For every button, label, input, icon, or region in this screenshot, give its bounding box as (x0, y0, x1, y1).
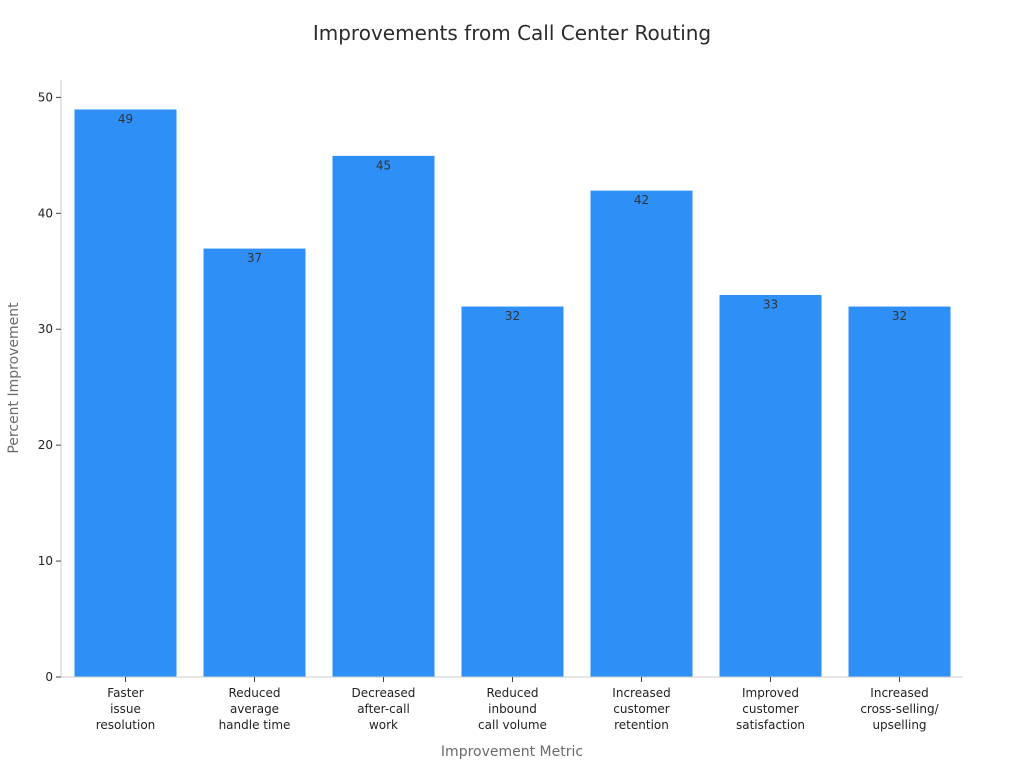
x-tick-label-line: Reduced (486, 686, 538, 700)
x-tick-label-line: after-call (357, 702, 410, 716)
x-tick-label: Decreased after-call work (352, 686, 416, 732)
data-label: 32 (892, 309, 907, 323)
data-label: 32 (505, 309, 520, 323)
x-axis-label: Improvement Metric (441, 744, 583, 760)
x-tick-label-line: issue (110, 702, 141, 716)
y-ticks-group: 0 10 20 30 40 50 (38, 90, 61, 684)
bar (589, 189, 694, 678)
y-tick-label: 20 (38, 438, 53, 452)
chart-title: Improvements from Call Center Routing (313, 21, 711, 45)
data-label: 42 (634, 193, 649, 207)
data-label: 33 (763, 297, 778, 311)
bar (460, 305, 565, 678)
x-tick-label-line: average (230, 702, 279, 716)
x-tick-label-line: resolution (96, 718, 156, 732)
bar (331, 154, 436, 678)
y-tick-label: 10 (38, 554, 53, 568)
x-tick-label: Improved customer satisfaction (736, 686, 805, 732)
x-tick-label-line: Improved (742, 686, 799, 700)
bar (73, 108, 178, 678)
x-tick-label: Increased customer retention (612, 686, 670, 732)
bar (718, 293, 823, 678)
x-tick-label-line: customer (613, 702, 670, 716)
x-tick-label: Reduced inbound call volume (478, 686, 547, 732)
y-tick-label: 50 (38, 90, 53, 104)
x-tick-label-line: work (369, 718, 398, 732)
data-labels-group: 49 37 45 32 42 33 32 (118, 112, 907, 323)
x-tick-label-line: Faster (107, 686, 143, 700)
x-tick-label-line: inbound (488, 702, 537, 716)
x-tick-label-line: upselling (872, 718, 926, 732)
x-tick-label: Increased cross-selling/upselling (860, 686, 939, 732)
y-tick-label: 0 (45, 670, 53, 684)
x-tick-label-line: handle time (219, 718, 291, 732)
x-tick-label-line: satisfaction (736, 718, 805, 732)
x-tick-label-line: cross-selling/ (860, 702, 939, 716)
data-label: 45 (376, 158, 391, 172)
data-label: 37 (247, 251, 262, 265)
x-tick-label-line: Increased (870, 686, 928, 700)
bars-group (73, 108, 952, 678)
x-tick-label: Faster issue resolution (96, 686, 156, 732)
x-tick-label-line: Increased (612, 686, 670, 700)
y-axis-label: Percent Improvement (6, 302, 22, 454)
bar (202, 247, 307, 678)
x-tick-label-line: retention (614, 718, 669, 732)
y-tick-label: 30 (38, 322, 53, 336)
bar (847, 305, 952, 678)
x-tick-label-line: call volume (478, 718, 547, 732)
x-tick-label-line: customer (742, 702, 799, 716)
x-tick-label: Reduced average handle time (219, 686, 291, 732)
x-tick-label-line: Decreased (352, 686, 416, 700)
y-tick-label: 40 (38, 206, 53, 220)
x-tick-label-line: Reduced (228, 686, 280, 700)
data-label: 49 (118, 112, 133, 126)
x-ticks-group: Faster issue resolution Reduced average handl… (96, 677, 940, 732)
